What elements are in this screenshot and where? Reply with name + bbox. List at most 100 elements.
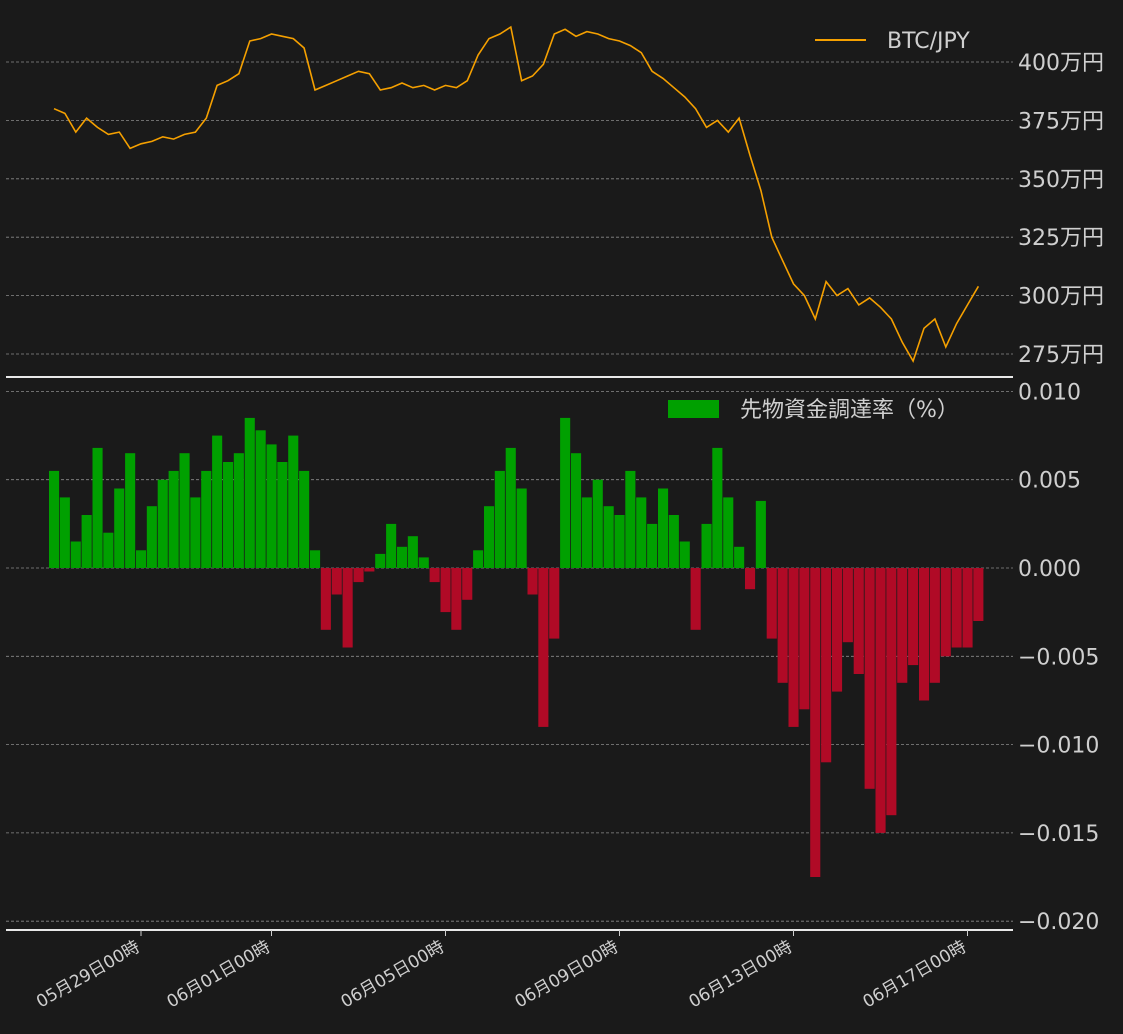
funding-rate-bar [157, 479, 168, 568]
funding-rate-bar [832, 568, 843, 692]
funding-rate-bars [49, 417, 984, 877]
price-y-tick-label: 325万円 [1018, 226, 1104, 251]
funding-rate-bar [331, 568, 342, 595]
funding-rate-bar [897, 568, 908, 683]
funding-rate-bar [310, 550, 321, 568]
btc-price-line [53, 25, 980, 363]
funding-rate-bar [951, 568, 962, 648]
funding-rate-bar [451, 568, 462, 630]
funding-rate-bar [766, 568, 777, 639]
funding-rate-bar [125, 453, 136, 568]
funding-rate-bar [734, 546, 745, 568]
funding-rate-bar [179, 453, 190, 568]
funding-rate-bar [592, 479, 603, 568]
funding-rate-bar [571, 453, 582, 568]
funding-rate-bar [919, 568, 930, 701]
funding-y-tick-label: 0.000 [1018, 557, 1081, 582]
funding-rate-bar [886, 568, 897, 816]
funding-rate-bar [549, 568, 560, 639]
funding-rate-bar [375, 553, 386, 568]
funding-rate-bar [212, 435, 223, 568]
funding-rate-bar [440, 568, 451, 613]
funding-rate-bar [484, 506, 495, 568]
funding-rate-bar [701, 523, 712, 568]
funding-rate-bar [821, 568, 832, 763]
funding-rate-bar [59, 497, 70, 568]
funding-y-tick-label: −0.015 [1018, 822, 1099, 847]
funding-rate-bar [146, 506, 157, 568]
funding-rate-bar [353, 568, 364, 583]
funding-rate-bar [745, 568, 756, 590]
funding-y-tick-label: 0.005 [1018, 469, 1081, 494]
funding-rate-bar [614, 515, 625, 568]
funding-rate-bar [842, 568, 853, 643]
funding-y-tick-label: −0.005 [1018, 645, 1099, 670]
funding-y-tick-label: 0.010 [1018, 380, 1081, 405]
funding-rate-bar [527, 568, 538, 595]
funding-legend-label: 先物資金調達率（%） [740, 398, 959, 423]
funding-rate-bar [462, 568, 473, 600]
funding-rate-bar [244, 417, 255, 568]
funding-rate-bar [516, 488, 527, 568]
price-y-tick-labels: 275万円 300万円 325万円 350万円 375万円 400万円 [1018, 51, 1104, 368]
price-y-tick-label: 400万円 [1018, 51, 1104, 76]
funding-rate-bar [679, 541, 690, 568]
price-y-tick-label: 350万円 [1018, 168, 1104, 193]
funding-rate-bar [103, 532, 114, 568]
funding-rate-bar [723, 497, 734, 568]
funding-rate-bar [538, 568, 549, 727]
funding-rate-bar [386, 523, 397, 568]
funding-rate-bar [397, 546, 408, 568]
funding-rate-bar [288, 435, 299, 568]
funding-rate-bar [755, 500, 766, 568]
funding-legend: 先物資金調達率（%） [668, 398, 959, 423]
funding-rate-bar [962, 568, 973, 648]
funding-rate-bar [201, 470, 212, 568]
funding-rate-bar [864, 568, 875, 789]
funding-rate-bar [940, 568, 951, 657]
funding-rate-bar [70, 541, 81, 568]
funding-rate-bar [364, 568, 375, 572]
funding-rate-bar [668, 515, 679, 568]
funding-rate-bar [799, 568, 810, 710]
funding-rate-bar [560, 417, 571, 568]
funding-y-tick-labels: −0.020 −0.015 −0.010 −0.005 0.000 0.005 0.010 [1018, 380, 1099, 935]
funding-rate-bar [114, 488, 125, 568]
price-y-tick-label: 275万円 [1018, 343, 1104, 368]
funding-rate-bar [223, 462, 234, 568]
funding-rate-bar [625, 470, 636, 568]
funding-rate-bar [788, 568, 799, 727]
price-legend-label: BTC/JPY [887, 29, 970, 54]
funding-rate-bar [233, 453, 244, 568]
funding-rate-bar [473, 550, 484, 568]
funding-rate-bar [810, 568, 821, 877]
funding-rate-bar [168, 470, 179, 568]
funding-rate-bar [494, 470, 505, 568]
funding-legend-swatch [668, 400, 719, 418]
funding-rate-bar [581, 497, 592, 568]
price-y-tick-label: 375万円 [1018, 109, 1104, 134]
funding-rate-bar [658, 488, 669, 568]
funding-rate-bar [136, 550, 147, 568]
funding-rate-bar [712, 447, 723, 568]
funding-rate-bar [636, 497, 647, 568]
funding-rate-bar [973, 568, 984, 621]
funding-y-tick-label: −0.020 [1018, 910, 1099, 935]
funding-y-tick-label: −0.010 [1018, 734, 1099, 759]
price-legend: BTC/JPY [815, 29, 970, 54]
funding-rate-bar [603, 506, 614, 568]
price-gridlines [6, 61, 1013, 355]
funding-rate-bar [875, 568, 886, 833]
funding-rate-bar [299, 470, 310, 568]
funding-rate-bar [647, 523, 658, 568]
funding-rate-bar [505, 447, 516, 568]
funding-rate-bar [81, 515, 92, 568]
funding-rate-bar [277, 462, 288, 568]
funding-rate-bar [342, 568, 353, 648]
funding-rate-bar [777, 568, 788, 683]
funding-rate-bar [418, 557, 429, 568]
funding-rate-bar [92, 447, 103, 568]
funding-rate-bar [929, 568, 940, 683]
price-y-tick-label: 300万円 [1018, 285, 1104, 310]
